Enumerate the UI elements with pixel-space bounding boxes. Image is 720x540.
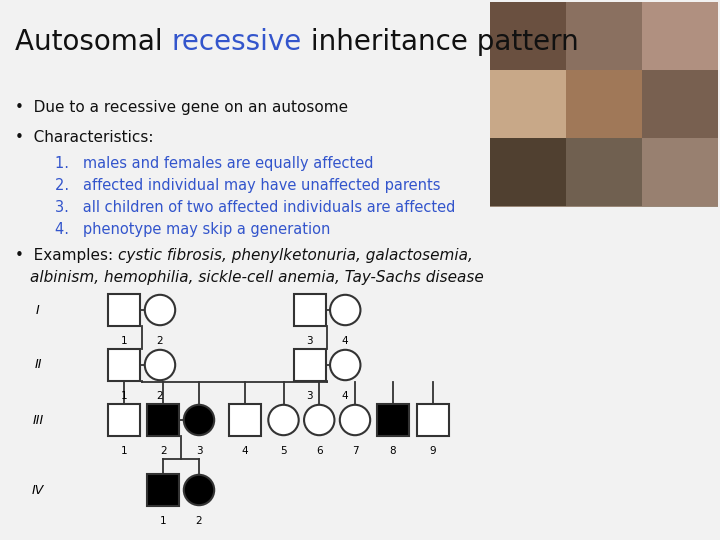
Text: 3: 3 <box>306 391 312 401</box>
Text: 1.   males and females are equally affected: 1. males and females are equally affecte… <box>55 156 374 171</box>
Text: 1: 1 <box>160 516 166 526</box>
FancyBboxPatch shape <box>108 404 140 436</box>
Text: 2: 2 <box>160 446 166 456</box>
FancyBboxPatch shape <box>108 294 140 326</box>
Text: 3.   all children of two affected individuals are affected: 3. all children of two affected individu… <box>55 200 455 215</box>
FancyBboxPatch shape <box>108 349 140 381</box>
Ellipse shape <box>330 350 361 380</box>
FancyBboxPatch shape <box>642 2 718 70</box>
Ellipse shape <box>304 405 335 435</box>
FancyBboxPatch shape <box>566 70 642 138</box>
FancyBboxPatch shape <box>148 404 179 436</box>
Ellipse shape <box>184 475 215 505</box>
Text: 9: 9 <box>430 446 436 456</box>
Text: I: I <box>36 303 40 316</box>
Text: 3: 3 <box>196 446 202 456</box>
FancyBboxPatch shape <box>417 404 449 436</box>
Text: cystic fibrosis, phenylketonuria, galactosemia,: cystic fibrosis, phenylketonuria, galact… <box>118 248 473 263</box>
Text: •  Characteristics:: • Characteristics: <box>15 130 153 145</box>
FancyBboxPatch shape <box>490 70 566 138</box>
Text: IV: IV <box>32 483 44 496</box>
Text: 2.   affected individual may have unaffected parents: 2. affected individual may have unaffect… <box>55 178 441 193</box>
Text: 1: 1 <box>121 446 127 456</box>
Text: •  Due to a recessive gene on an autosome: • Due to a recessive gene on an autosome <box>15 100 348 115</box>
Ellipse shape <box>145 350 175 380</box>
FancyBboxPatch shape <box>294 294 325 326</box>
Text: 3: 3 <box>306 336 312 346</box>
Text: recessive: recessive <box>171 28 302 56</box>
FancyBboxPatch shape <box>490 138 566 206</box>
Ellipse shape <box>145 295 175 325</box>
Text: 6: 6 <box>316 446 323 456</box>
Ellipse shape <box>330 295 361 325</box>
Ellipse shape <box>269 405 299 435</box>
Text: III: III <box>32 414 44 427</box>
FancyBboxPatch shape <box>294 349 325 381</box>
FancyBboxPatch shape <box>490 2 718 207</box>
Text: 1: 1 <box>121 336 127 346</box>
FancyBboxPatch shape <box>642 70 718 138</box>
Text: 4: 4 <box>342 336 348 346</box>
FancyBboxPatch shape <box>490 2 566 70</box>
Text: inheritance pattern: inheritance pattern <box>302 28 578 56</box>
Ellipse shape <box>184 405 215 435</box>
Text: 8: 8 <box>390 446 396 456</box>
FancyBboxPatch shape <box>642 138 718 206</box>
FancyBboxPatch shape <box>228 404 261 436</box>
Text: 5: 5 <box>280 446 287 456</box>
Text: 2: 2 <box>196 516 202 526</box>
Text: 4: 4 <box>241 446 248 456</box>
Text: 4: 4 <box>342 391 348 401</box>
FancyBboxPatch shape <box>148 474 179 506</box>
FancyBboxPatch shape <box>566 2 642 70</box>
Text: 1: 1 <box>121 391 127 401</box>
Text: albinism, hemophilia, sickle-cell anemia, Tay-Sachs disease: albinism, hemophilia, sickle-cell anemia… <box>30 270 484 285</box>
Text: 2: 2 <box>157 336 163 346</box>
Text: II: II <box>35 359 42 372</box>
Text: Autosomal: Autosomal <box>15 28 171 56</box>
FancyBboxPatch shape <box>566 138 642 206</box>
FancyBboxPatch shape <box>377 404 409 436</box>
Text: 2: 2 <box>157 391 163 401</box>
Ellipse shape <box>340 405 370 435</box>
Text: 4.   phenotype may skip a generation: 4. phenotype may skip a generation <box>55 222 330 237</box>
Text: 7: 7 <box>351 446 359 456</box>
Text: •  Examples:: • Examples: <box>15 248 118 263</box>
